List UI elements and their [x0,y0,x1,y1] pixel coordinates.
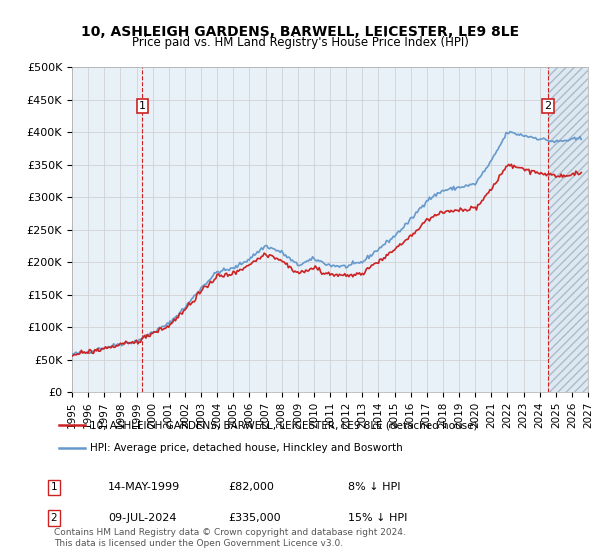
Text: 2: 2 [50,513,58,523]
Text: 15% ↓ HPI: 15% ↓ HPI [348,513,407,523]
Text: 2: 2 [544,101,551,111]
Text: £82,000: £82,000 [228,482,274,492]
Text: 1: 1 [50,482,58,492]
Text: 10, ASHLEIGH GARDENS, BARWELL, LEICESTER, LE9 8LE: 10, ASHLEIGH GARDENS, BARWELL, LEICESTER… [81,25,519,39]
Bar [548,67,588,392]
Text: £335,000: £335,000 [228,513,281,523]
Text: 10, ASHLEIGH GARDENS, BARWELL, LEICESTER, LE9 8LE (detached house): 10, ASHLEIGH GARDENS, BARWELL, LEICESTER… [90,420,478,430]
Bar [548,67,588,392]
Text: 8% ↓ HPI: 8% ↓ HPI [348,482,401,492]
Text: 1: 1 [139,101,146,111]
Text: 14-MAY-1999: 14-MAY-1999 [108,482,180,492]
Text: HPI: Average price, detached house, Hinckley and Bosworth: HPI: Average price, detached house, Hinc… [90,444,403,454]
Text: Price paid vs. HM Land Registry's House Price Index (HPI): Price paid vs. HM Land Registry's House … [131,36,469,49]
Text: 09-JUL-2024: 09-JUL-2024 [108,513,176,523]
Text: Contains HM Land Registry data © Crown copyright and database right 2024.
This d: Contains HM Land Registry data © Crown c… [54,528,406,548]
